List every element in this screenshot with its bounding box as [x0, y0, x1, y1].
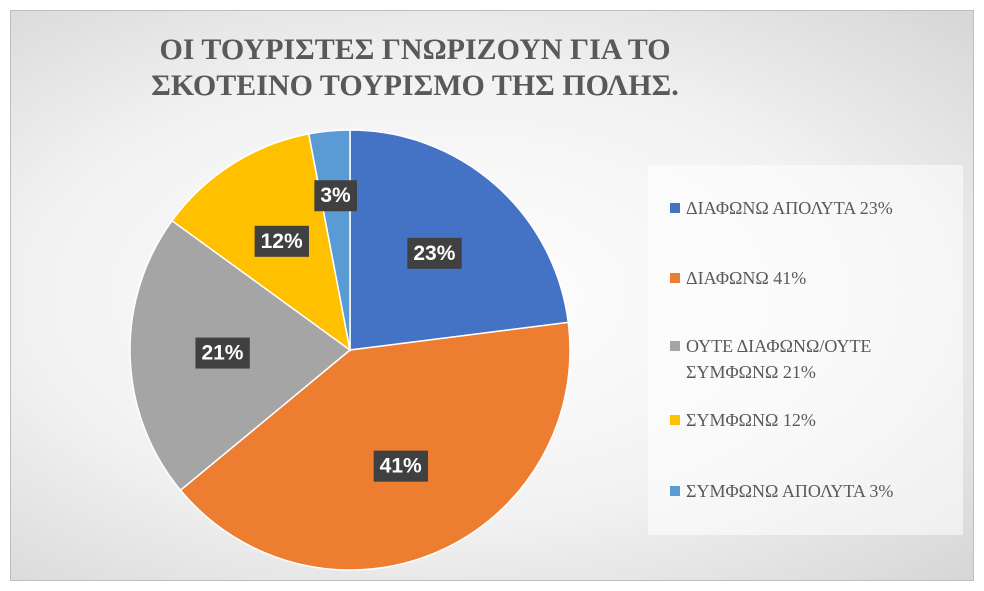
data-label: 23%	[413, 242, 455, 265]
data-label: 21%	[201, 342, 243, 365]
legend-entry: ΣΥΜΦΩΝΩ ΑΠΟΛΥΤΑ 3%	[670, 478, 955, 504]
legend-swatch	[670, 341, 680, 351]
legend-label: ΔΙΑΦΩΝΩ ΑΠΟΛΥΤΑ 23%	[686, 198, 893, 218]
legend: ΔΙΑΦΩΝΩ ΑΠΟΛΥΤΑ 23% ΔΙΑΦΩΝΩ 41% ΟΥΤΕ ΔΙΑΦΩ…	[648, 165, 963, 535]
legend-swatch	[670, 486, 680, 496]
chart-title: ΟΙ ΤΟΥΡΙΣΤΕΣ ΓΝΩΡΙΖΟΥΝ ΓΙΑ ΤΟ ΣΚΟΤΕΙΝΟ Τ…	[151, 33, 679, 102]
legend-entry: ΔΙΑΦΩΝΩ 41%	[670, 265, 955, 291]
data-label-box	[407, 237, 462, 269]
legend-swatch	[670, 415, 680, 425]
data-label: 12%	[261, 230, 303, 253]
data-label: 41%	[380, 455, 422, 478]
legend-entry: ΣΥΜΦΩΝΩ 12%	[670, 407, 955, 433]
legend-entry: ΟΥΤΕ ΔΙΑΦΩΝΩ/ΟΥΤΕ ΣΥΜΦΩΝΩ 21%	[670, 333, 955, 385]
data-label-box	[195, 337, 250, 369]
data-label-box	[254, 225, 309, 257]
legend-swatch	[670, 203, 680, 213]
data-label-box	[314, 180, 358, 212]
pie-slice	[179, 321, 571, 571]
legend-entry: ΔΙΑΦΩΝΩ ΑΠΟΛΥΤΑ 23%	[670, 195, 955, 221]
legend-swatch	[670, 273, 680, 283]
legend-label: ΟΥΤΕ ΔΙΑΦΩΝΩ/ΟΥΤΕ ΣΥΜΦΩΝΩ 21%	[686, 336, 872, 382]
data-label: 3%	[320, 184, 351, 207]
legend-label: ΣΥΜΦΩΝΩ ΑΠΟΛΥΤΑ 3%	[686, 481, 894, 501]
legend-label: ΣΥΜΦΩΝΩ 12%	[686, 410, 816, 430]
data-label-box	[373, 450, 429, 482]
legend-label: ΔΙΑΦΩΝΩ 41%	[686, 268, 807, 288]
